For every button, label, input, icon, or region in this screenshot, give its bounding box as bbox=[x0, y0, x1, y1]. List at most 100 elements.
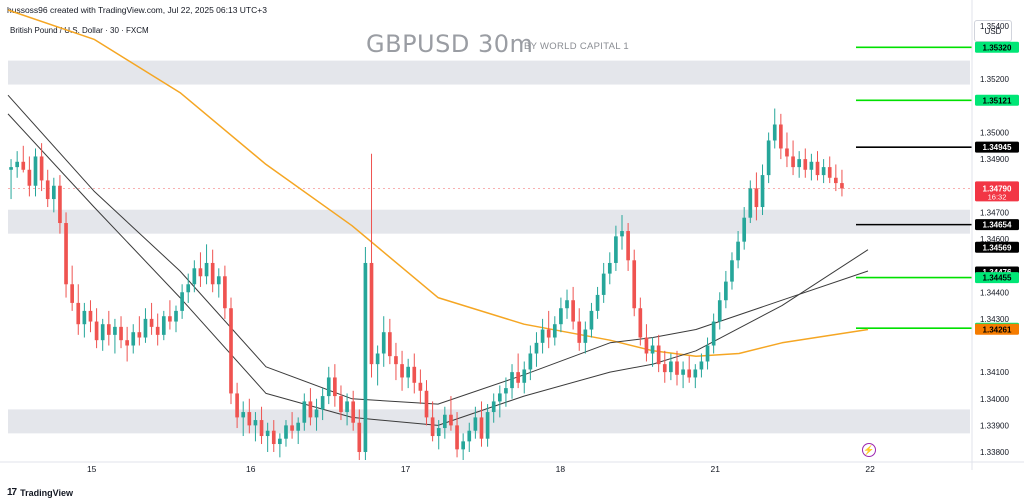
time-axis: 15 16 17 18 21 22 bbox=[0, 461, 1024, 474]
candle-body bbox=[253, 420, 258, 426]
candle-body bbox=[559, 308, 563, 325]
credit-text: hussoss96 created with TradingView.com, … bbox=[7, 5, 267, 15]
price-badges-layer: 1.35320 1.35121 1.34945 1.34654 1.34569 1.344… bbox=[975, 41, 1019, 335]
candle-body bbox=[204, 262, 209, 277]
candle-body bbox=[210, 262, 215, 285]
price-badge: 1.34654 bbox=[983, 221, 1012, 230]
candle-body bbox=[45, 180, 50, 200]
price-badge: 1.34945 bbox=[983, 143, 1012, 152]
candle-body bbox=[516, 372, 520, 383]
candle-body bbox=[430, 417, 435, 437]
candle-body bbox=[595, 294, 600, 311]
candle-body bbox=[491, 401, 496, 413]
candle-body bbox=[650, 345, 655, 354]
chart-title: GBPUSD 30m bbox=[366, 30, 534, 58]
price-badge: 1.34455 bbox=[983, 274, 1012, 283]
y-tick-label: 1.34600 bbox=[980, 235, 1009, 244]
candle-body bbox=[76, 302, 81, 325]
candle-body bbox=[614, 236, 618, 263]
price-badge: 1.35121 bbox=[983, 96, 1012, 105]
candle-body bbox=[418, 382, 423, 391]
price-badge-bg bbox=[975, 323, 1019, 335]
candle-body bbox=[601, 273, 606, 295]
y-tick-label: 1.34000 bbox=[980, 395, 1009, 404]
candle-body bbox=[113, 326, 117, 335]
candle-body bbox=[540, 329, 545, 343]
candle-body bbox=[571, 300, 575, 322]
candle-body bbox=[834, 177, 838, 184]
y-tick-label: 1.34100 bbox=[980, 368, 1009, 377]
candle-body bbox=[345, 401, 349, 413]
candle-body bbox=[632, 260, 637, 309]
candle-body bbox=[15, 161, 19, 168]
candle-body bbox=[424, 390, 429, 418]
candle-body bbox=[155, 326, 160, 335]
current-price-label: 1.34790 bbox=[983, 184, 1012, 193]
candle-body bbox=[351, 401, 356, 423]
candle-body bbox=[235, 393, 239, 418]
tradingview-logo-icon: 17 bbox=[7, 487, 17, 498]
candle-body bbox=[779, 124, 783, 149]
candle-body bbox=[192, 268, 197, 285]
candle-body bbox=[229, 308, 233, 394]
candle-body bbox=[143, 318, 148, 338]
candle-body bbox=[326, 377, 331, 397]
candle-body bbox=[161, 316, 166, 335]
candle-body bbox=[381, 332, 386, 354]
countdown-label: 16:32 bbox=[988, 192, 1007, 201]
candle-body bbox=[94, 321, 99, 341]
candle-body bbox=[687, 369, 692, 378]
candle-body bbox=[241, 412, 246, 418]
zone-rect bbox=[8, 60, 970, 85]
candle-body bbox=[638, 308, 643, 338]
candle-body bbox=[33, 156, 38, 186]
chart-subtitle: BY WORLD CAPITAL 1 bbox=[524, 41, 630, 52]
ma-long-line bbox=[7, 9, 869, 357]
y-tick-label: 1.35200 bbox=[980, 75, 1009, 84]
candle-body bbox=[198, 268, 203, 277]
tradingview-footer[interactable]: 17 TradingView bbox=[7, 487, 73, 498]
candle-body bbox=[724, 281, 728, 301]
candle-body bbox=[797, 159, 802, 168]
candle-body bbox=[259, 420, 264, 437]
candle-body bbox=[186, 284, 191, 293]
candle-body bbox=[461, 441, 465, 450]
x-tick-label: 18 bbox=[556, 464, 566, 474]
price-badge-bg bbox=[975, 41, 1019, 53]
candle-body bbox=[607, 262, 612, 274]
y-tick-label: 1.35400 bbox=[980, 22, 1009, 31]
candle-body bbox=[748, 188, 753, 218]
candle-body bbox=[412, 366, 417, 383]
x-tick-label: 15 bbox=[87, 464, 97, 474]
candle-body bbox=[510, 372, 514, 389]
candle-body bbox=[394, 356, 398, 365]
candle-body bbox=[174, 310, 178, 322]
candle-body bbox=[497, 393, 502, 402]
candle-body bbox=[369, 262, 374, 365]
candle-body bbox=[736, 241, 740, 261]
candle-body bbox=[620, 231, 624, 237]
candle-body bbox=[64, 223, 68, 285]
candle-body bbox=[119, 326, 123, 341]
candle-body bbox=[449, 414, 453, 426]
candle-body bbox=[827, 167, 832, 178]
candle-body bbox=[803, 159, 808, 170]
y-tick-label: 1.35000 bbox=[980, 128, 1009, 137]
candle-body bbox=[730, 260, 734, 282]
candle-body bbox=[357, 422, 362, 453]
price-badge: 1.34261 bbox=[983, 325, 1012, 334]
candle-body bbox=[137, 332, 142, 338]
y-tick-label: 1.34700 bbox=[980, 208, 1009, 217]
candle-body bbox=[467, 430, 472, 442]
candle-body bbox=[662, 364, 667, 373]
currency-selector[interactable]: USD bbox=[974, 20, 1012, 42]
price-badge-bg bbox=[975, 141, 1019, 153]
candle-body bbox=[284, 425, 288, 439]
candle-body bbox=[363, 262, 368, 453]
candle-body bbox=[265, 430, 270, 437]
candle-body bbox=[644, 337, 649, 354]
candle-body bbox=[772, 124, 777, 141]
lightning-icon[interactable]: ⚡ bbox=[862, 443, 876, 457]
